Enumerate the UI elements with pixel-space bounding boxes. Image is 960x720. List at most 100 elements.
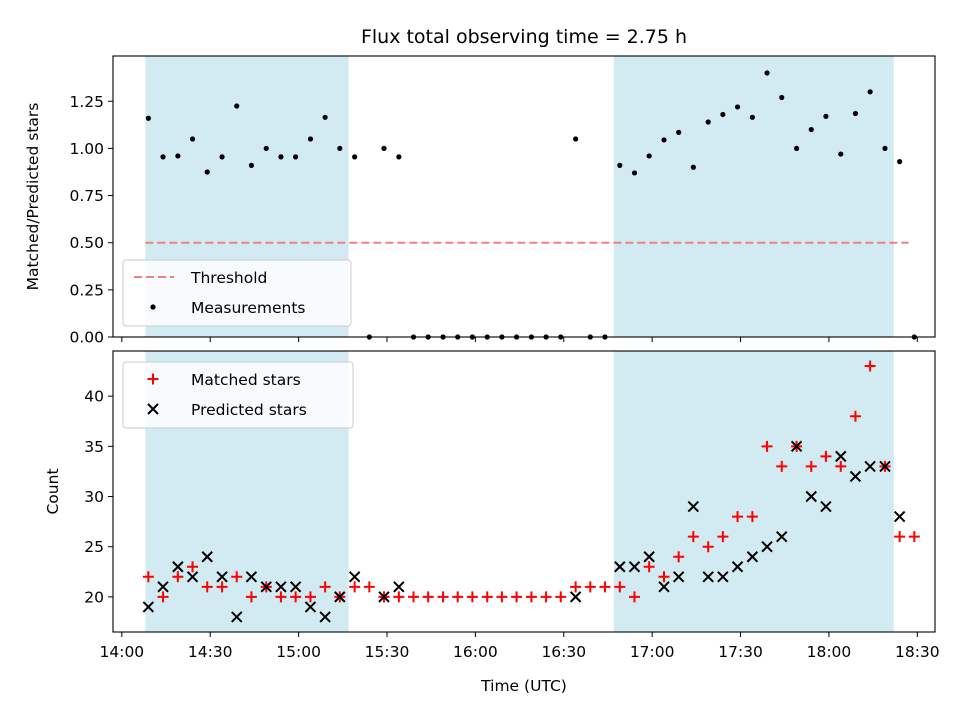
predicted-star-point: [348, 571, 361, 583]
matched-star-point: [245, 591, 257, 603]
predicted-star-point: [820, 500, 832, 513]
predicted-star-point: [835, 450, 847, 463]
matched-star-point: [628, 591, 640, 603]
matched-star-point: [481, 591, 493, 603]
matched-star-point: [761, 440, 773, 452]
measurement-point: [189, 136, 196, 142]
measurement-point: [661, 137, 667, 143]
measurement-point: [263, 145, 269, 152]
predicted-star-point: [334, 591, 346, 603]
matched-star-point: [363, 581, 375, 593]
top-y-tick-label: 1.00: [69, 140, 104, 158]
predicted-star-point: [658, 581, 670, 593]
matched-star-point: [673, 551, 685, 563]
predicted-star-point: [142, 601, 155, 613]
measurement-point: [646, 153, 652, 159]
x-tick-label: 17:00: [630, 643, 675, 661]
predicted-star-point: [275, 581, 287, 593]
measurement-point: [617, 162, 623, 168]
measurement-point: [734, 104, 741, 110]
measurement-point: [396, 154, 402, 160]
matched-star-point: [187, 561, 199, 573]
measurement-point: [381, 145, 387, 152]
measurement-point: [248, 162, 255, 168]
predicted-star-point: [614, 561, 626, 573]
predicted-star-point: [569, 591, 582, 603]
x-axis-label: Time (UTC): [480, 677, 567, 695]
matched-star-point: [525, 591, 537, 603]
x-tick-label: 14:30: [188, 643, 233, 661]
matched-star-point: [319, 581, 331, 593]
matched-star-point: [349, 581, 361, 593]
matched-star-point: [231, 571, 243, 583]
measurement-point: [631, 170, 638, 176]
measurement-point: [337, 145, 343, 152]
matched-star-point: [304, 591, 316, 603]
matched-star-point: [894, 531, 906, 543]
top-shaded-region-1: [613, 56, 894, 337]
predicted-star-point: [717, 571, 729, 583]
x-tick-label: 15:30: [365, 643, 410, 661]
matched-star-point: [422, 591, 434, 603]
predicted-star-point: [304, 601, 317, 613]
measurement-point: [293, 154, 299, 160]
top-y-tick-label: 0.25: [69, 281, 104, 299]
predicted-star-point: [849, 470, 862, 483]
matched-star-point: [805, 460, 817, 472]
predicted-star-point: [893, 510, 906, 523]
predicted-star-point: [378, 591, 390, 603]
predicted-star-point: [805, 490, 817, 503]
matched-star-point: [555, 591, 567, 603]
measurement-point: [852, 110, 859, 117]
predicted-star-point: [731, 561, 744, 573]
bottom-y-tick-label: 25: [84, 538, 104, 556]
measurement-point: [690, 164, 696, 170]
predicted-star-point: [687, 500, 700, 513]
x-tick-label: 18:30: [895, 643, 940, 661]
measurement-point: [676, 129, 682, 135]
predicted-star-point: [231, 611, 243, 623]
bottom-axes-frame: [112, 350, 936, 633]
matched-star-point: [540, 591, 552, 603]
legend-matched-label: Matched stars: [191, 371, 301, 389]
measurement-point: [278, 154, 284, 160]
predicted-star-point: [157, 581, 169, 593]
predicted-star-point: [702, 571, 714, 583]
x-tick-label: 14:00: [100, 643, 145, 661]
matched-star-point: [687, 531, 699, 543]
x-tick-label: 17:30: [718, 643, 763, 661]
predicted-star-point: [643, 551, 655, 563]
matched-star-point: [820, 450, 832, 462]
matched-star-point: [746, 511, 758, 523]
matched-star-point: [908, 531, 920, 543]
matched-star-point: [511, 591, 523, 603]
matched-star-point: [496, 591, 508, 603]
x-tick-label: 16:00: [453, 643, 498, 661]
matched-star-point: [599, 581, 611, 593]
matched-star-point: [142, 571, 154, 583]
bottom-y-tick-label: 40: [84, 388, 104, 406]
measurement-point: [573, 136, 579, 142]
matched-star-point: [864, 360, 876, 372]
x-tick-label: 18:00: [807, 643, 852, 661]
matched-star-point: [835, 460, 847, 472]
matched-star-point: [717, 531, 729, 543]
matched-star-point: [437, 591, 449, 603]
matched-star-point: [849, 410, 861, 422]
measurement-point: [867, 89, 873, 95]
predicted-star-point: [746, 551, 759, 563]
matched-star-point: [275, 591, 287, 603]
legend-predicted-label: Predicted stars: [191, 401, 307, 419]
predicted-star-point: [186, 571, 199, 583]
bottom-y-axis-label: Count: [44, 468, 62, 514]
measurement-point: [793, 145, 800, 152]
bottom-y-tick-label: 35: [84, 438, 104, 456]
predicted-star-point: [672, 571, 685, 583]
matched-star-point: [290, 591, 302, 603]
matched-star-point: [570, 581, 582, 593]
matched-star-point: [584, 581, 596, 593]
bottom-legend-box: [122, 361, 354, 429]
top-y-tick-label: 1.25: [69, 93, 104, 111]
legend-matched-swatch: [147, 373, 159, 385]
